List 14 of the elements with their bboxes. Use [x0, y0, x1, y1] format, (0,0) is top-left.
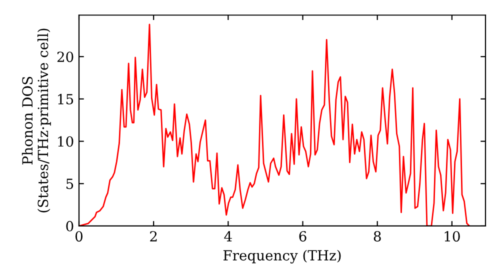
y-axis-title: Phonon DOS (States/THz·primitive cell): [22, 28, 51, 212]
x-tick-label: 10: [444, 231, 460, 242]
y-tick-label: 5: [66, 178, 74, 190]
x-tick-label: 4: [224, 231, 232, 242]
x-tick-label: 0: [75, 231, 82, 242]
y-tick-label: 15: [58, 94, 74, 104]
x-axis-title: Frequency (THz): [223, 250, 341, 264]
line-series: [79, 24, 470, 226]
y-tick-label: 20: [57, 52, 74, 62]
x-tick-label: 8: [374, 231, 381, 242]
y-tick-label: 0: [66, 220, 74, 232]
y-tick-label: 10: [58, 136, 74, 147]
x-tick-label: 6: [299, 231, 306, 242]
x-tick-label: 2: [150, 231, 157, 242]
